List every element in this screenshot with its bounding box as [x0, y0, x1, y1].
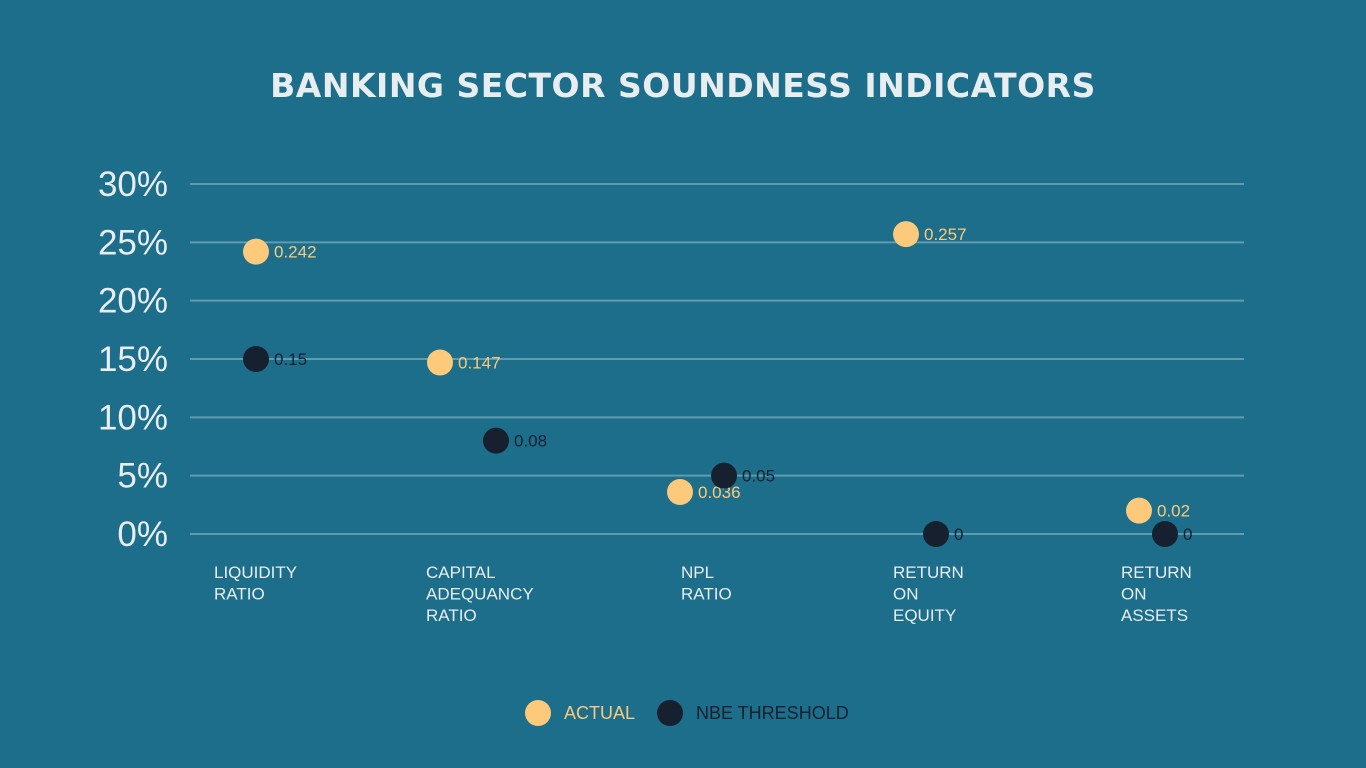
- data-point: [667, 479, 693, 505]
- y-tick-label: 5%: [117, 457, 168, 496]
- data-point: [893, 221, 919, 248]
- legend-entry: NBE THRESHOLD: [696, 703, 849, 723]
- x-tick-label: RETURN ON EQUITY: [893, 563, 964, 625]
- y-tick-label: 30%: [98, 165, 168, 204]
- legend-marker: [525, 700, 551, 726]
- y-tick-label: 0%: [117, 515, 168, 554]
- x-tick-label: LIQUIDITY RATIO: [214, 563, 297, 604]
- data-label: 0: [954, 525, 963, 544]
- data-label: 0.147: [458, 354, 501, 373]
- data-label: 0.242: [274, 243, 317, 262]
- data-label: 0.257: [924, 225, 967, 244]
- x-tick-label: CAPITAL ADEQUANCY RATIO: [426, 563, 534, 625]
- data-label: 0.036: [698, 483, 741, 502]
- x-axis: LIQUIDITY RATIO CAPITAL ADEQUANCY RATIO NPL RA…: [214, 563, 1192, 625]
- data-point: [243, 238, 269, 265]
- data-label: 0.02: [1157, 502, 1190, 521]
- y-tick-label: 20%: [98, 282, 168, 321]
- x-tick-label: RETURN ON ASSETS: [1121, 563, 1192, 625]
- data-point: [1152, 521, 1178, 547]
- legend-entry: ACTUAL: [564, 703, 635, 723]
- data-point: [711, 462, 737, 489]
- data-points: 0.242 0.147 0.036 0.257 0.02 0.15 0.08 0.05 0 0: [243, 221, 1192, 547]
- data-point: [483, 427, 509, 454]
- data-point: [243, 346, 269, 372]
- data-label: 0.05: [742, 467, 775, 486]
- data-label: 0.15: [274, 350, 307, 369]
- y-tick-label: 10%: [98, 398, 168, 437]
- data-label: 0: [1183, 525, 1192, 544]
- y-tick-label: 15%: [98, 340, 168, 379]
- data-point: [923, 521, 949, 547]
- chart-title: BANKING SECTOR SOUNDNESS INDICATORS: [270, 66, 1096, 105]
- legend: ACTUAL NBE THRESHOLD: [525, 700, 849, 726]
- data-point: [1126, 497, 1152, 524]
- legend-marker: [657, 700, 683, 726]
- data-point: [427, 349, 453, 376]
- y-tick-label: 25%: [98, 223, 168, 262]
- x-tick-label: NPL RATIO: [681, 563, 732, 604]
- y-axis: 30% 25% 20% 15% 10% 5% 0%: [98, 165, 168, 554]
- data-label: 0.08: [514, 432, 547, 451]
